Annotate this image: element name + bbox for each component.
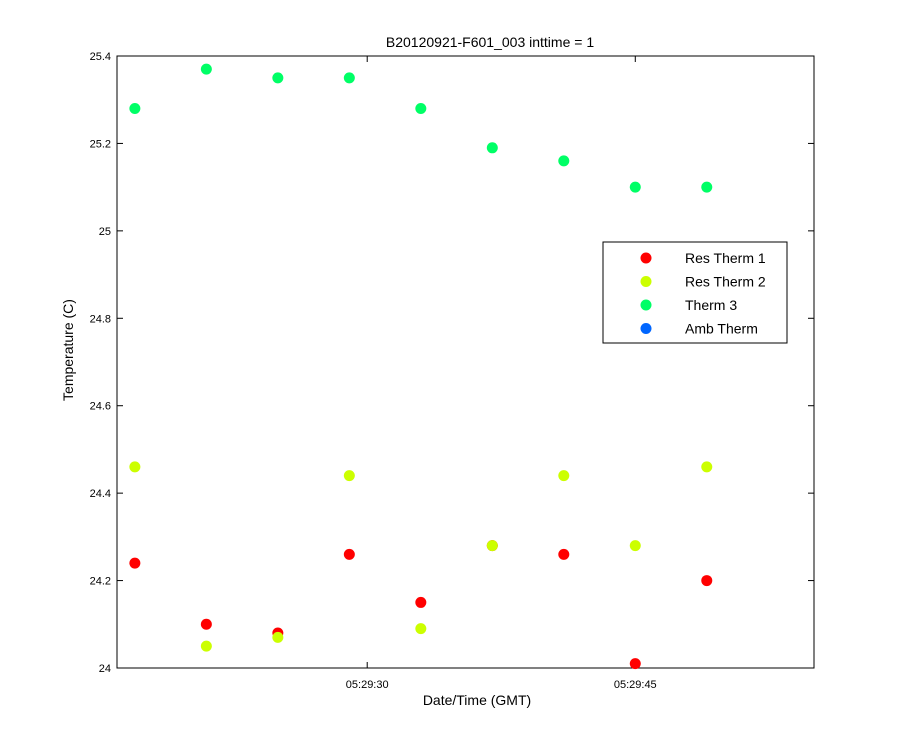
legend-label: Res Therm 2: [685, 274, 766, 290]
series-res-therm-2: [129, 461, 713, 652]
data-point: [200, 640, 212, 652]
y-axis-label: Temperature (C): [60, 299, 76, 401]
y-tick-label: 25.4: [90, 51, 111, 63]
legend-marker: [640, 276, 652, 287]
legend-box: [602, 241, 788, 344]
legend: Res Therm 1 Res Therm 2 Therm 3 Amb Therm: [602, 241, 788, 344]
data-point: [343, 470, 355, 482]
data-point: [558, 470, 570, 482]
y-tick-label: 24.2: [90, 576, 111, 588]
data-point: [486, 540, 498, 552]
legend-label: Amb Therm: [685, 321, 758, 337]
data-point: [343, 72, 355, 84]
legend-items: Res Therm 1 Res Therm 2 Therm 3 Amb Therm: [640, 250, 766, 337]
y-tick-label: 24: [99, 663, 111, 675]
legend-marker: [640, 252, 652, 264]
plot-area: [116, 55, 815, 669]
legend-marker: [640, 323, 652, 334]
data-point: [129, 461, 141, 473]
chart-title: B20120921-F601_003 inttime = 1: [386, 34, 594, 50]
data-point: [701, 575, 713, 587]
x-tick-label: 05:29:30: [346, 679, 389, 691]
data-point: [200, 63, 212, 75]
x-tick-label: 05:29:45: [614, 679, 657, 691]
data-point: [200, 618, 212, 630]
data-point: [343, 548, 355, 560]
data-point: [272, 631, 284, 643]
data-point: [701, 181, 713, 193]
data-point: [558, 155, 570, 167]
data-point: [558, 548, 570, 560]
legend-marker: [640, 299, 652, 311]
data-point: [129, 557, 141, 569]
data-points: [129, 63, 713, 670]
y-axis-ticks: 24 24.2 24.4 24.6 24.8 25 25.2 25.4: [90, 51, 814, 675]
data-point: [272, 72, 284, 84]
data-point: [415, 623, 427, 635]
data-point: [129, 102, 141, 114]
data-point: [415, 596, 427, 608]
series-therm-3: [129, 63, 713, 193]
y-tick-label: 24.8: [90, 313, 111, 325]
y-tick-label: 25.2: [90, 138, 111, 150]
y-tick-label: 24.4: [90, 488, 111, 500]
legend-label: Therm 3: [685, 297, 737, 313]
data-point: [486, 142, 498, 154]
legend-label: Res Therm 1: [685, 250, 766, 266]
data-point: [629, 540, 641, 552]
data-point: [629, 658, 641, 670]
y-tick-label: 25: [99, 226, 111, 238]
data-point: [701, 461, 713, 473]
data-point: [629, 181, 641, 193]
data-point: [415, 102, 427, 114]
y-tick-label: 24.6: [90, 401, 111, 413]
x-axis-label: Date/Time (GMT): [423, 692, 531, 708]
